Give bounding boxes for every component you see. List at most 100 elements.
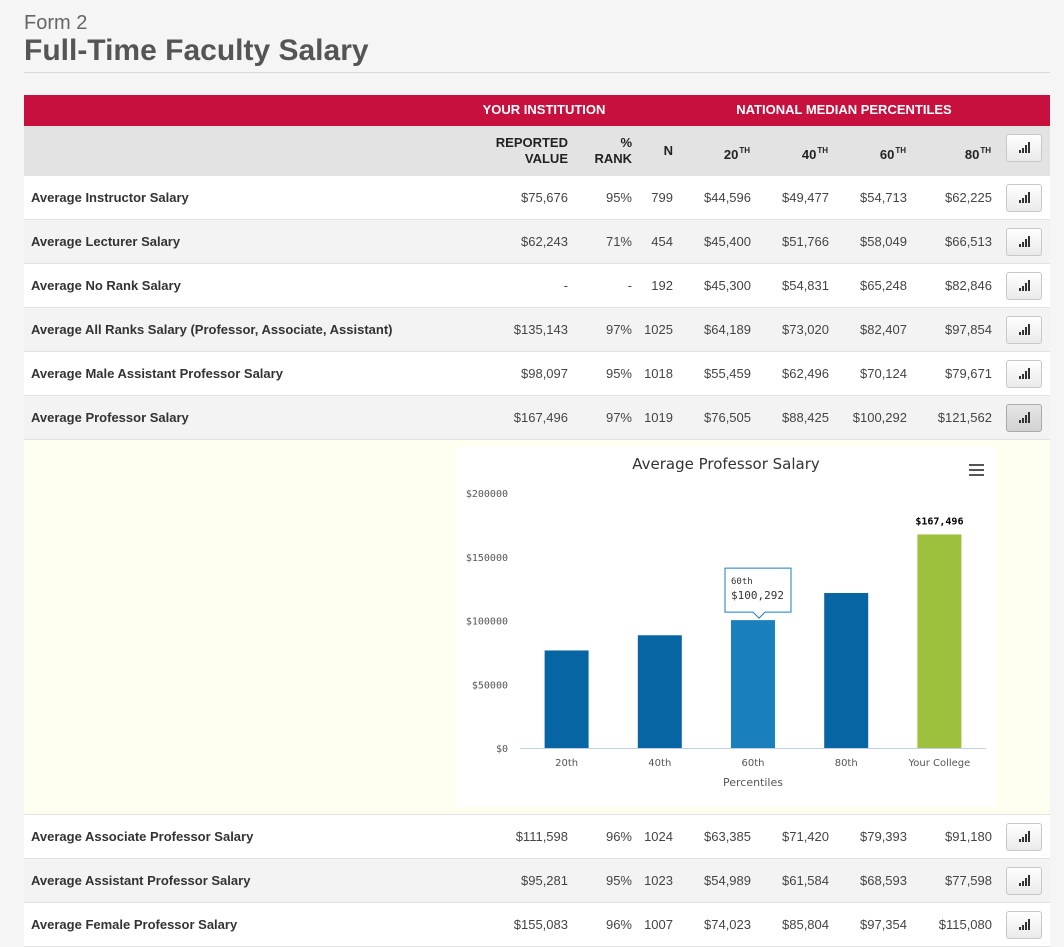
reported-value: $155,083 <box>513 917 568 932</box>
bar-chart-icon <box>1019 192 1031 203</box>
n-value: 454 <box>651 234 673 249</box>
percent-rank: 71% <box>605 234 632 249</box>
n-value: 192 <box>651 278 673 293</box>
p60-value: $100,292 <box>852 410 907 425</box>
bar-4 <box>824 593 869 748</box>
n-value: 1007 <box>644 917 673 932</box>
percent-rank: 95% <box>605 190 632 205</box>
table-row: Average Female Professor Salary $155,083… <box>24 903 1050 947</box>
row-chart-button[interactable] <box>1006 360 1042 388</box>
salary-table: YOUR INSTITUTION NATIONAL MEDIAN PERCENT… <box>24 95 1050 947</box>
row-chart-button[interactable] <box>1006 316 1042 344</box>
row-chart-button[interactable] <box>1006 823 1042 851</box>
col-n: N <box>663 143 673 158</box>
p20-value: $64,189 <box>704 322 751 337</box>
chart-panel: Average Professor Salary $0 $50000 $100000 $… <box>24 440 1050 815</box>
percent-rank: 97% <box>605 322 632 337</box>
row-chart-button[interactable] <box>1006 228 1042 256</box>
row-label: Average Male Assistant Professor Salary <box>31 366 283 381</box>
row-chart-button[interactable] <box>1006 272 1042 300</box>
data-label: $167,496 <box>915 516 963 527</box>
p60-value: $97,354 <box>860 917 907 932</box>
tooltip-box <box>724 567 792 619</box>
y-tick-label: $0 <box>496 744 508 755</box>
p40-value: $88,425 <box>782 410 829 425</box>
row-label: Average Female Professor Salary <box>31 917 238 932</box>
reported-value: - <box>563 278 568 293</box>
p40-value: $54,831 <box>782 278 829 293</box>
row-label: Average Professor Salary <box>31 410 189 425</box>
p80-value: $82,846 <box>945 278 992 293</box>
percent-rank: 97% <box>605 410 632 425</box>
col-p40: 40TH <box>801 146 828 162</box>
group-header-national: NATIONAL MEDIAN PERCENTILES <box>736 102 952 117</box>
row-label: Average Associate Professor Salary <box>31 829 254 844</box>
x-tick-label: Your College <box>907 758 970 769</box>
bar-chart-icon <box>1019 324 1031 335</box>
p40-value: $73,020 <box>782 322 829 337</box>
reported-value: $135,143 <box>513 322 568 337</box>
title-divider <box>24 72 1050 73</box>
y-tick-label: $200000 <box>466 489 508 500</box>
bar-chart-icon <box>1019 875 1031 886</box>
p20-value: $54,989 <box>704 873 751 888</box>
col-p20: 20TH <box>723 146 750 162</box>
p40-value: $62,496 <box>782 366 829 381</box>
table-row: Average Lecturer Salary $62,243 71% 454 … <box>24 220 1050 264</box>
bar-chart-icon <box>1019 919 1031 930</box>
n-value: 1019 <box>644 410 673 425</box>
n-value: 799 <box>651 190 673 205</box>
column-header-row: REPORTED VALUE % RANK N 20TH 40TH 60TH 80T… <box>24 126 1050 176</box>
percent-rank: - <box>627 278 632 293</box>
table-row: Average Instructor Salary $75,676 95% 79… <box>24 176 1050 220</box>
row-chart-button[interactable] <box>1006 911 1042 939</box>
row-label: Average Instructor Salary <box>31 190 189 205</box>
p20-value: $63,385 <box>704 829 751 844</box>
row-chart-button[interactable] <box>1006 867 1042 895</box>
p60-value: $65,248 <box>860 278 907 293</box>
page-title: Full-Time Faculty Salary <box>24 34 369 67</box>
tooltip-category: 60th <box>731 577 753 587</box>
professor-salary-chart: Average Professor Salary $0 $50000 $100000 $… <box>456 447 996 807</box>
p80-value: $91,180 <box>945 829 992 844</box>
reported-value: $75,676 <box>521 190 568 205</box>
bar-1 <box>544 650 589 748</box>
bar-2 <box>637 635 682 748</box>
percent-rank: 96% <box>605 917 632 932</box>
p40-value: $51,766 <box>782 234 829 249</box>
chart-all-button[interactable] <box>1006 134 1042 162</box>
group-header-institution: YOUR INSTITUTION <box>482 102 606 117</box>
row-label: Average No Rank Salary <box>31 278 181 293</box>
p20-value: $74,023 <box>704 917 751 932</box>
p80-value: $115,080 <box>938 917 992 932</box>
tooltip-value: $100,292 <box>731 589 784 602</box>
chart-svg: Average Professor Salary $0 $50000 $100000 $… <box>466 455 986 789</box>
page-header: Form 2 Full-Time Faculty Salary <box>24 10 1050 68</box>
p20-value: $45,300 <box>704 278 751 293</box>
group-header-band: YOUR INSTITUTION NATIONAL MEDIAN PERCENT… <box>24 95 1050 126</box>
p60-value: $82,407 <box>860 322 907 337</box>
form-label: Form 2 <box>24 12 88 34</box>
bar-5 <box>917 534 962 748</box>
col-percent-rank: % RANK <box>594 135 632 166</box>
table-row: Average No Rank Salary - - 192 $45,300 $… <box>24 264 1050 308</box>
row-label: Average Assistant Professor Salary <box>31 873 251 888</box>
p40-value: $49,477 <box>782 190 829 205</box>
col-p60: 60TH <box>879 146 906 162</box>
row-chart-button[interactable] <box>1006 184 1042 212</box>
p80-value: $121,562 <box>937 410 992 425</box>
chart-menu-icon[interactable] <box>969 464 984 476</box>
p80-value: $97,854 <box>945 322 992 337</box>
row-chart-button[interactable] <box>1006 404 1042 432</box>
p40-value: $71,420 <box>782 829 829 844</box>
n-value: 1023 <box>644 873 673 888</box>
bar-chart-icon <box>1019 368 1031 379</box>
col-reported-value: REPORTED VALUE <box>495 135 568 166</box>
chart-title: Average Professor Salary <box>632 455 820 473</box>
reported-value: $98,097 <box>521 366 568 381</box>
x-tick-label: 80th <box>835 758 858 769</box>
y-tick-label: $50000 <box>472 680 508 691</box>
p60-value: $58,049 <box>860 234 907 249</box>
table-row: Average Professor Salary $167,496 97% 10… <box>24 396 1050 440</box>
bar-3 <box>731 620 775 748</box>
